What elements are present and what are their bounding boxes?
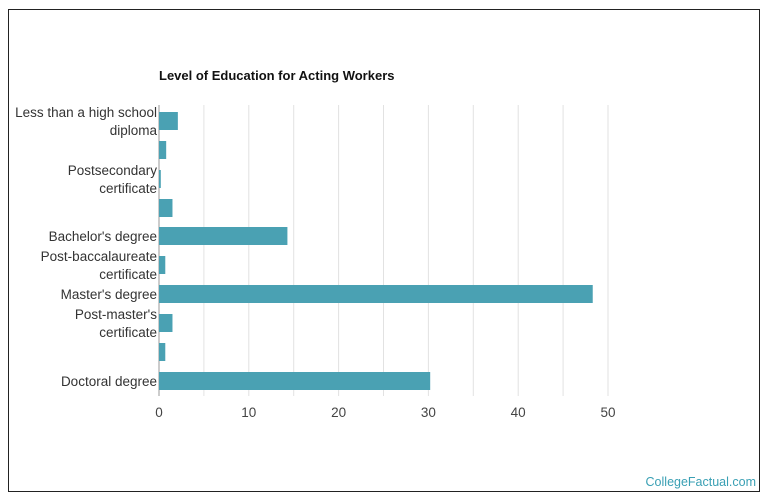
x-tick-label: 10 xyxy=(241,405,256,420)
x-tick-label: 50 xyxy=(600,405,615,420)
category-label: diploma xyxy=(110,123,158,138)
bar[interactable] xyxy=(159,141,167,159)
category-label: Post-baccalaureate xyxy=(41,249,157,264)
category-label: Postsecondary xyxy=(68,163,158,178)
grid-lines xyxy=(158,105,609,396)
bar[interactable] xyxy=(159,112,178,130)
bar[interactable] xyxy=(159,199,173,217)
bar[interactable] xyxy=(159,170,161,188)
bar[interactable] xyxy=(159,314,173,332)
category-label: certificate xyxy=(99,267,157,282)
x-tick-label: 40 xyxy=(511,405,526,420)
x-axis-ticks: 0 10 20 30 40 50 xyxy=(155,405,615,420)
bar[interactable] xyxy=(159,256,166,274)
bar[interactable] xyxy=(159,343,166,361)
bars xyxy=(159,112,593,390)
category-label: Post-master's xyxy=(75,307,157,322)
category-label: Less than a high school xyxy=(15,105,157,120)
chart-title: Level of Education for Acting Workers xyxy=(159,68,395,83)
category-label: Bachelor's degree xyxy=(49,229,157,244)
category-label: certificate xyxy=(99,325,157,340)
category-label: Doctoral degree xyxy=(61,374,157,389)
bar[interactable] xyxy=(159,285,593,303)
bar[interactable] xyxy=(159,227,288,245)
category-labels: Less than a high school diploma Postsecond… xyxy=(15,105,157,389)
category-label: certificate xyxy=(99,181,157,196)
category-label: Master's degree xyxy=(61,287,157,302)
x-tick-label: 20 xyxy=(331,405,346,420)
bar[interactable] xyxy=(159,372,431,390)
x-tick-label: 30 xyxy=(421,405,436,420)
x-tick-label: 0 xyxy=(155,405,163,420)
watermark-link[interactable]: CollegeFactual.com xyxy=(645,475,756,489)
